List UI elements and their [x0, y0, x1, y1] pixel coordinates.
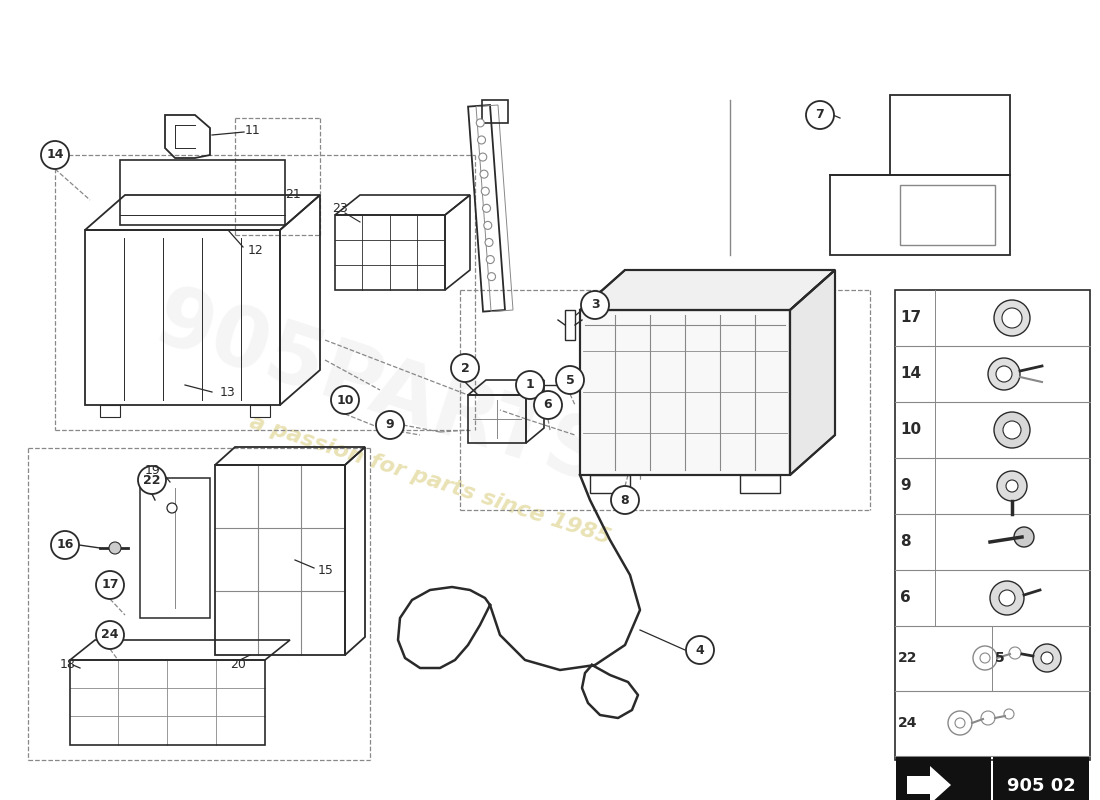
Circle shape: [516, 371, 544, 399]
Circle shape: [1014, 527, 1034, 547]
Text: 10: 10: [900, 422, 921, 438]
Circle shape: [486, 255, 494, 263]
Circle shape: [41, 141, 69, 169]
Text: 905PARTS: 905PARTS: [144, 279, 616, 501]
Circle shape: [482, 187, 490, 195]
Circle shape: [96, 571, 124, 599]
FancyBboxPatch shape: [896, 757, 991, 800]
Text: 17: 17: [101, 578, 119, 591]
Text: 17: 17: [900, 310, 921, 326]
Text: 3: 3: [591, 298, 600, 311]
Circle shape: [331, 386, 359, 414]
Text: 12: 12: [248, 243, 264, 257]
Circle shape: [477, 136, 485, 144]
Circle shape: [451, 354, 478, 382]
Circle shape: [997, 471, 1027, 501]
Text: 8: 8: [900, 534, 911, 550]
Polygon shape: [580, 270, 835, 310]
Circle shape: [96, 621, 124, 649]
Text: 11: 11: [245, 123, 261, 137]
Circle shape: [1003, 421, 1021, 439]
Circle shape: [994, 412, 1030, 448]
Circle shape: [487, 273, 495, 281]
Polygon shape: [908, 766, 952, 800]
Circle shape: [974, 646, 997, 670]
Circle shape: [1041, 652, 1053, 664]
Circle shape: [1004, 709, 1014, 719]
Circle shape: [1009, 647, 1021, 659]
Text: 24: 24: [101, 629, 119, 642]
Text: 905 02: 905 02: [1006, 777, 1076, 795]
Circle shape: [485, 238, 493, 246]
Text: 1: 1: [526, 378, 535, 391]
Text: 14: 14: [900, 366, 921, 382]
Text: 2: 2: [461, 362, 470, 374]
Text: 18: 18: [60, 658, 76, 671]
Text: 15: 15: [318, 563, 334, 577]
Text: 5: 5: [565, 374, 574, 386]
Circle shape: [806, 101, 834, 129]
Circle shape: [476, 119, 484, 127]
Text: 24: 24: [898, 716, 917, 730]
Text: 6: 6: [543, 398, 552, 411]
Circle shape: [109, 542, 121, 554]
Circle shape: [980, 653, 990, 663]
Polygon shape: [790, 270, 835, 475]
Circle shape: [484, 222, 492, 230]
Circle shape: [610, 486, 639, 514]
Text: 10: 10: [337, 394, 354, 406]
Circle shape: [167, 503, 177, 513]
Text: 23: 23: [332, 202, 348, 214]
Circle shape: [1002, 308, 1022, 328]
Circle shape: [581, 291, 609, 319]
Circle shape: [1033, 644, 1062, 672]
Circle shape: [948, 711, 972, 735]
Circle shape: [988, 358, 1020, 390]
FancyBboxPatch shape: [993, 757, 1089, 800]
Text: a passion for parts since 1985: a passion for parts since 1985: [246, 412, 613, 548]
Circle shape: [996, 366, 1012, 382]
Text: 5: 5: [996, 651, 1004, 665]
Circle shape: [994, 300, 1030, 336]
Circle shape: [483, 204, 491, 212]
Circle shape: [955, 718, 965, 728]
Text: 9: 9: [386, 418, 394, 431]
Circle shape: [480, 170, 488, 178]
Circle shape: [376, 411, 404, 439]
Polygon shape: [580, 310, 790, 475]
Circle shape: [999, 590, 1015, 606]
Circle shape: [534, 391, 562, 419]
Text: 13: 13: [220, 386, 235, 398]
Text: 7: 7: [815, 109, 824, 122]
Text: 22: 22: [143, 474, 161, 486]
Text: 6: 6: [900, 590, 911, 606]
Circle shape: [556, 366, 584, 394]
Text: 16: 16: [56, 538, 74, 551]
Text: 4: 4: [695, 643, 704, 657]
Circle shape: [990, 581, 1024, 615]
Circle shape: [478, 153, 487, 161]
Text: 20: 20: [230, 658, 246, 671]
Text: 21: 21: [285, 189, 300, 202]
Circle shape: [981, 711, 996, 725]
Text: 14: 14: [46, 149, 64, 162]
Circle shape: [1006, 480, 1018, 492]
Text: 8: 8: [620, 494, 629, 506]
Text: 19: 19: [145, 463, 161, 477]
Circle shape: [51, 531, 79, 559]
Text: 22: 22: [898, 651, 917, 665]
Circle shape: [138, 466, 166, 494]
Text: 9: 9: [900, 478, 911, 494]
Circle shape: [686, 636, 714, 664]
